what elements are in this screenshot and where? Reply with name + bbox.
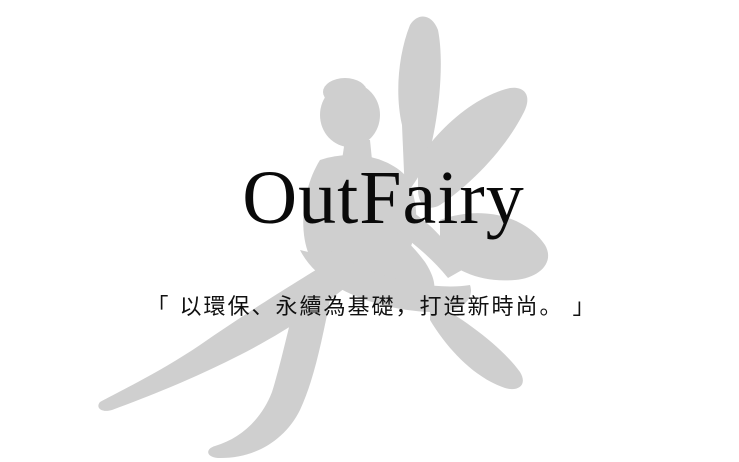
tagline: 「 以環保、永續為基礎，打造新時尚。 」 <box>0 291 739 325</box>
brand-logo-text: OutFairy <box>0 148 739 248</box>
brand-name: OutFairy <box>242 156 525 240</box>
tagline-text: 「 以環保、永續為基礎，打造新時尚。 」 <box>146 295 597 320</box>
